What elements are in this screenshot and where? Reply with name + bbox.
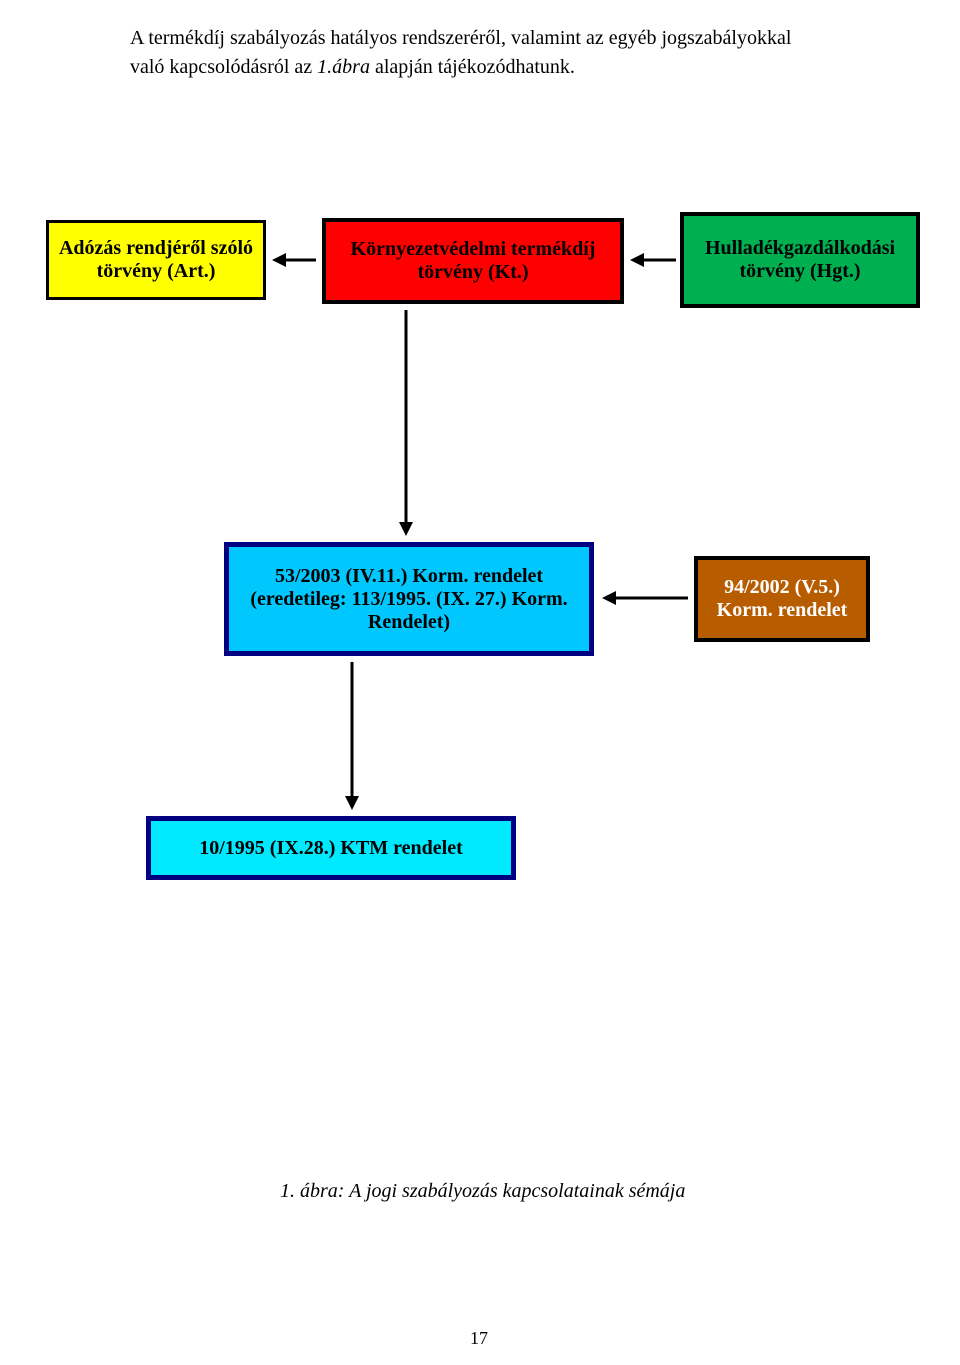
box-korm94-label: 94/2002 (V.5.) Korm. rendelet [698,576,866,622]
page-number-text: 17 [470,1328,488,1348]
box-hgt-label: Hulladékgazdálkodási törvény (Hgt.) [684,237,916,283]
intro-paragraph: A termékdíj szabályozás hatályos rendsze… [130,24,830,82]
intro-line2a: való kapcsolódásról az [130,56,317,78]
box-art-label: Adózás rendjéről szóló törvény (Art.) [49,237,263,283]
box-kt: Környezetvédelmi termékdíj törvény (Kt.) [322,218,624,304]
box-ktm: 10/1995 (IX.28.) KTM rendelet [146,816,516,880]
intro-line1: A termékdíj szabályozás hatályos rendsze… [130,27,791,49]
box-korm94: 94/2002 (V.5.) Korm. rendelet [694,556,870,642]
figure-caption: 1. ábra: A jogi szabályozás kapcsolatain… [280,1180,685,1203]
arrows-overlay [0,0,960,1365]
box-ktm-label: 10/1995 (IX.28.) KTM rendelet [191,837,471,860]
intro-line2b: alapján tájékozódhatunk. [370,56,575,78]
page-root: A termékdíj szabályozás hatályos rendsze… [0,0,960,1365]
box-kt-label: Környezetvédelmi termékdíj törvény (Kt.) [326,238,620,284]
intro-italic: 1.ábra [317,56,370,78]
box-hgt: Hulladékgazdálkodási törvény (Hgt.) [680,212,920,308]
box-art: Adózás rendjéről szóló törvény (Art.) [46,220,266,300]
page-number: 17 [470,1328,488,1349]
box-korm53: 53/2003 (IV.11.) Korm. rendelet (eredeti… [224,542,594,656]
figure-caption-text: 1. ábra: A jogi szabályozás kapcsolatain… [280,1180,685,1202]
box-korm53-label: 53/2003 (IV.11.) Korm. rendelet (eredeti… [229,565,589,634]
